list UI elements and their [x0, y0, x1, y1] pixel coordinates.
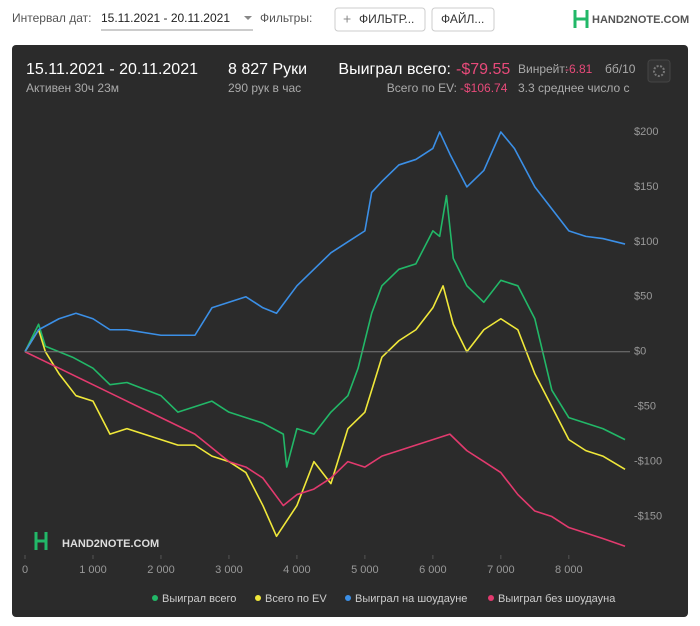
series-line	[24, 194, 626, 468]
date-label: Интервал дат:	[12, 11, 91, 25]
gear-icon	[653, 65, 665, 77]
legend-label: Всего по EV	[265, 593, 327, 605]
period: 15.11.2021 - 20.11.2021	[26, 61, 198, 78]
watermark: HAND2NOTE.COM	[62, 538, 159, 550]
x-tick-label: 8 000	[555, 564, 583, 576]
x-tick-label: 3 000	[215, 564, 243, 576]
legend-swatch	[255, 595, 261, 601]
filters-label: Фильтры:	[260, 11, 312, 25]
ev-value: -$106.74	[460, 81, 508, 95]
y-tick-label: $100	[634, 236, 658, 248]
y-tick-label: -$150	[634, 510, 662, 522]
ev-label: Всего по EV:	[387, 81, 457, 95]
plus-icon: +	[343, 11, 351, 27]
y-tick-label: $0	[634, 346, 646, 358]
y-tick-label: $200	[634, 126, 658, 138]
legend-swatch	[488, 595, 494, 601]
legend-label: Выиграл без шоудауна	[498, 593, 616, 605]
x-tick-label: 2 000	[147, 564, 175, 576]
date-value[interactable]: 15.11.2021 - 20.11.2021	[101, 11, 230, 25]
series-line	[24, 285, 626, 538]
won-label: Выиграл всего:	[338, 61, 451, 78]
legend-label: Выиграл всего	[162, 593, 236, 605]
legend-swatch	[345, 595, 351, 601]
series-line	[24, 351, 626, 547]
y-tick-label: -$100	[634, 456, 662, 468]
hands-rate: 290 рук в час	[228, 81, 301, 95]
winrate-value: -6.81	[565, 62, 593, 76]
x-tick-label: 1 000	[79, 564, 107, 576]
x-tick-label: 5 000	[351, 564, 379, 576]
x-tick-label: 7 000	[487, 564, 515, 576]
x-tick-label: 4 000	[283, 564, 311, 576]
x-tick-label: 0	[22, 564, 28, 576]
y-tick-label: $150	[634, 181, 658, 193]
filter-button-label[interactable]: ФИЛЬТР...	[359, 12, 414, 26]
file-button[interactable]	[431, 7, 495, 32]
avg-note: 3.3 среднее число с	[518, 81, 630, 95]
hands: 8 827 Руки	[228, 61, 307, 78]
legend-label: Выиграл на шоудауне	[355, 593, 467, 605]
y-tick-label: -$50	[634, 401, 656, 413]
x-tick-label: 6 000	[419, 564, 447, 576]
filter-button[interactable]	[334, 7, 426, 32]
file-button-label[interactable]: ФАЙЛ...	[441, 11, 484, 26]
watermark-icon	[34, 532, 48, 550]
active-time: Активен 30ч 23м	[26, 81, 119, 95]
won-value: -$79.55	[456, 61, 510, 78]
panel	[12, 45, 688, 617]
logo: HAND2NOTE.COM	[592, 14, 689, 26]
winrate-unit: бб/10	[605, 62, 636, 76]
dropdown-arrow[interactable]	[244, 16, 252, 20]
y-tick-label: $50	[634, 291, 652, 303]
winrate-label: Винрейт:	[518, 62, 568, 76]
settings-button[interactable]	[647, 59, 671, 83]
plot	[24, 131, 626, 547]
legend-swatch	[152, 595, 158, 601]
series-line	[24, 131, 626, 353]
logo-icon	[573, 10, 589, 28]
